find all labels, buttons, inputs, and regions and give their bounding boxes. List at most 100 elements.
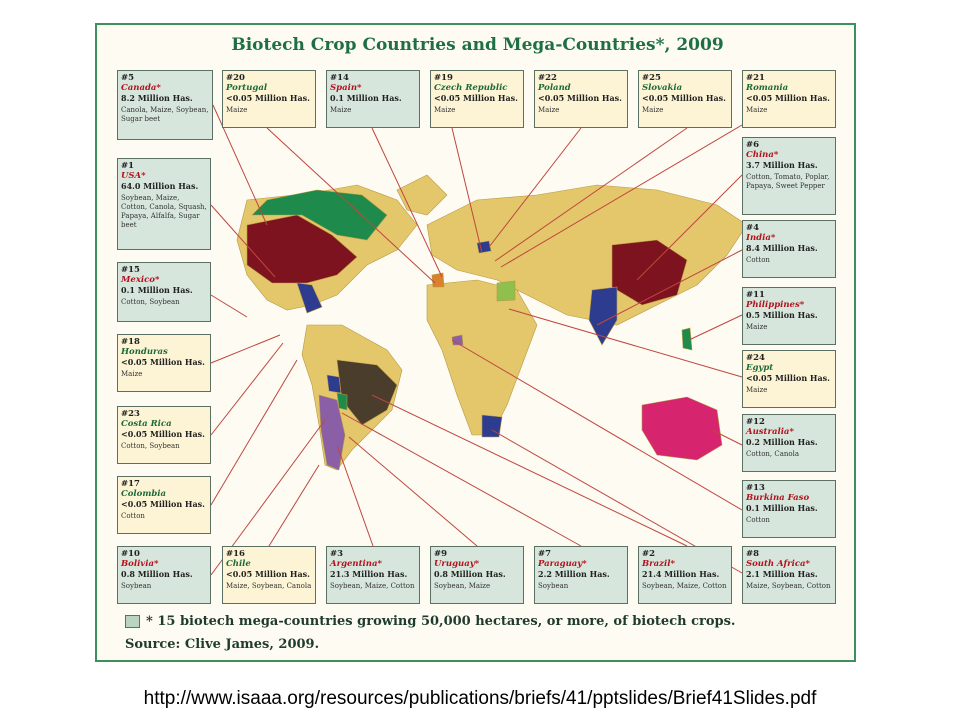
country-area: <0.05 Million Has. [434,93,518,103]
country-name: Slovakia [642,83,683,93]
australia-shape [641,396,723,461]
country-rank: #4 [746,223,760,233]
country-box-china: #6 China* 3.7 Million Has. Cotton, Tomato, … [742,137,836,215]
country-rank: #11 [746,290,765,300]
country-crops: Soybean [538,582,569,590]
country-box-czech: #19 Czech Republic <0.05 Million Has. Maize [430,70,524,128]
country-name: Bolivia* [121,559,159,569]
country-box-egypt: #24 Egypt <0.05 Million Has. Maize [742,350,836,408]
country-crops: Maize [226,106,248,114]
country-area: <0.05 Million Has. [538,93,622,103]
leader-line-china [636,174,743,281]
country-rank: #5 [121,73,135,83]
source-url[interactable]: http://www.isaaa.org/resources/publicati… [143,688,817,709]
leader-line-czech [451,127,483,254]
country-box-india: #4 India* 8.4 Million Has. Cotton [742,220,836,278]
country-rank: #6 [746,140,760,150]
country-crops: Soybean, Maize [434,582,491,590]
country-name: Costa Rica [121,419,172,429]
leader-line-brazil [371,394,688,547]
country-crops: Cotton [746,256,770,264]
argentina-shape [318,394,346,471]
country-box-philippines: #11 Philippines* 0.5 Million Has. Maize [742,287,836,345]
country-box-chile: #16 Chile <0.05 Million Has. Maize, Soybean… [222,546,316,604]
leader-line-egypt [508,308,743,378]
country-crops: Maize, Soybean, Canola [226,582,312,590]
landmasses [236,174,748,471]
paraguay-shape [336,392,348,411]
country-name: India* [746,233,776,243]
country-name: Colombia [121,489,167,499]
country-name: Poland [538,83,571,93]
leader-line-poland [488,127,582,248]
leader-line-spain [371,127,443,278]
country-crops: Maize [746,323,768,331]
country-name: Philippines* [746,300,805,310]
country-rank: #18 [121,337,140,347]
country-rank: #3 [330,549,344,559]
source-credit: Source: Clive James, 2009. [125,637,320,652]
south-africa-shape [481,414,503,438]
india-shape [588,286,618,346]
country-box-honduras: #18 Honduras <0.05 Million Has. Maize [117,334,211,392]
country-name: Chile [226,559,251,569]
country-rank: #24 [746,353,765,363]
country-area: 0.1 Million Has. [121,285,193,295]
country-name: Egypt [746,363,774,373]
country-crops: Maize [642,106,664,114]
country-name: Brazil* [642,559,675,569]
country-area: 0.8 Million Has. [121,569,193,579]
country-area: <0.05 Million Has. [121,357,205,367]
country-rank: #16 [226,549,245,559]
country-name: Paraguay* [538,559,587,569]
country-rank: #15 [121,265,140,275]
country-crops: Maize [121,370,143,378]
country-box-brazil: #2 Brazil* 21.4 Million Has. Soybean, Maize… [638,546,732,604]
country-box-australia: #12 Australia* 0.2 Million Has. Cotton, Can… [742,414,836,472]
country-box-colombia: #17 Colombia <0.05 Million Has. Cotton [117,476,211,534]
country-area: 2.1 Million Has. [746,569,818,579]
country-area: 0.1 Million Has. [330,93,402,103]
canada-shape [251,189,388,241]
country-name: Australia* [746,427,794,437]
country-rank: #22 [538,73,557,83]
leader-line-uruguay [348,436,478,547]
country-name: Romania [746,83,789,93]
leader-line-portugal [266,127,436,284]
country-rank: #17 [121,479,140,489]
country-crops: Soybean, Maize, Cotton [330,582,415,590]
country-rank: #10 [121,549,140,559]
leader-line-honduras [210,334,281,364]
burkina-shape [451,334,464,346]
country-box-bolivia: #10 Bolivia* 0.8 Million Has. Soybean [117,546,211,604]
leader-line-burkina [451,339,743,511]
country-rank: #1 [121,161,135,171]
country-crops: Soybean [121,582,152,590]
country-box-spain: #14 Spain* 0.1 Million Has. Maize [326,70,420,128]
country-area: <0.05 Million Has. [226,569,310,579]
country-name: Mexico* [121,275,160,285]
country-box-poland: #22 Poland <0.05 Million Has. Maize [534,70,628,128]
country-area: 21.3 Million Has. [330,569,408,579]
country-area: <0.05 Million Has. [746,373,830,383]
country-rank: #14 [330,73,349,83]
legend-text: * 15 biotech mega-countries growing 50,0… [146,614,736,629]
country-rank: #8 [746,549,760,559]
leader-line-mexico [210,294,248,318]
country-area: 3.7 Million Has. [746,160,818,170]
leader-line-argentina [336,444,374,547]
egypt-shape [496,280,516,302]
country-area: <0.05 Million Has. [121,429,205,439]
country-box-canada: #5 Canada* 8.2 Million Has. Canola, Maize, … [117,70,213,140]
leader-line-australia [711,429,743,446]
country-name: USA* [121,171,146,181]
country-area: 64.0 Million Has. [121,181,199,191]
leader-line-colombia [210,359,298,506]
usa-shape [246,214,358,284]
country-crops: Maize [434,106,456,114]
country-name: China* [746,150,779,160]
biotech-map-figure: Biotech Crop Countries and Mega-Countrie… [95,23,856,662]
country-name: Czech Republic [434,83,508,93]
country-area: 8.4 Million Has. [746,243,818,253]
country-rank: #13 [746,483,765,493]
